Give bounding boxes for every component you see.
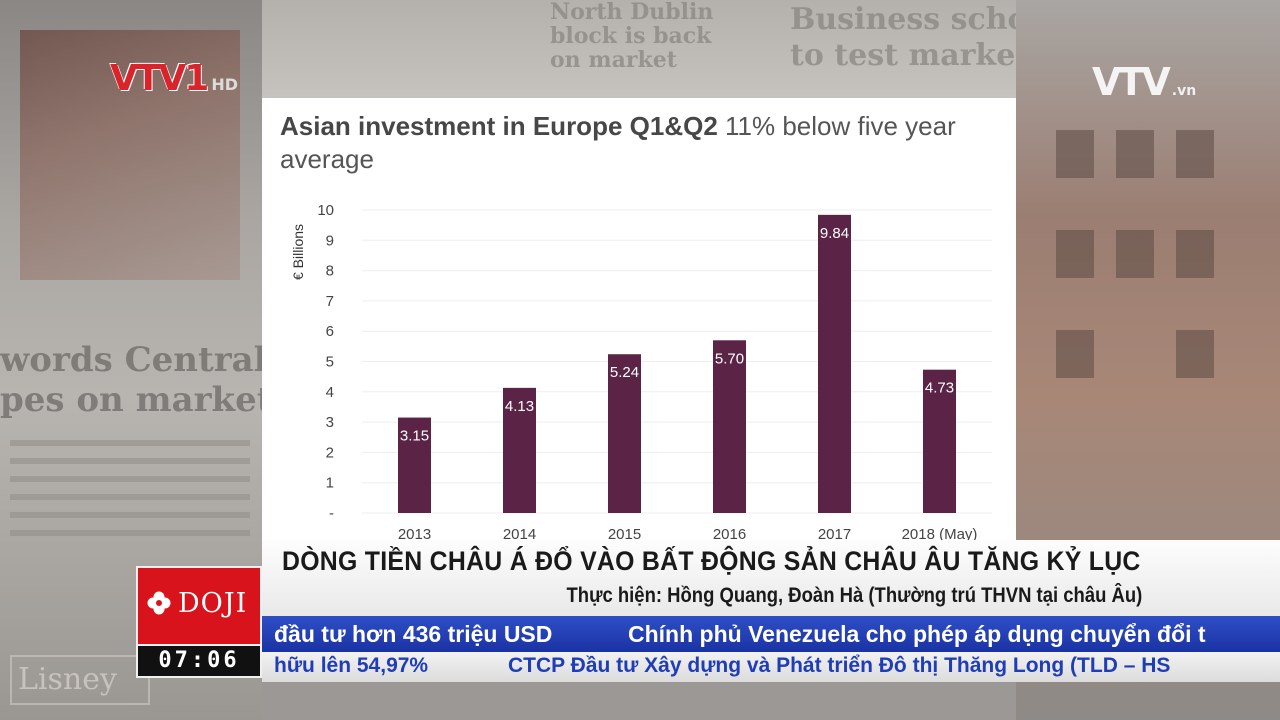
y-tick-label: 5 bbox=[326, 354, 334, 371]
chart-gridlines bbox=[362, 209, 992, 514]
background-building-photo bbox=[20, 30, 240, 280]
x-tick-label: 2014 bbox=[503, 526, 536, 543]
news-ticker-top: đầu tư hơn 436 triệu USD Chính phủ Venez… bbox=[262, 616, 1280, 652]
sponsor-logo-box: DOJI bbox=[136, 566, 262, 646]
x-tick-label: 2013 bbox=[398, 526, 431, 543]
clock-box: 07:06 bbox=[136, 644, 262, 678]
background-headline-top-left: North Dublin block is back on market bbox=[550, 0, 714, 73]
vtv-vn-logo-text: VTV bbox=[1092, 60, 1171, 104]
y-tick-label: 1 bbox=[326, 475, 334, 492]
bar bbox=[503, 387, 536, 513]
vtv1-logo: VTV1 HD bbox=[110, 58, 238, 99]
background-headline-left-2: pes on market f bbox=[0, 380, 299, 420]
chart-panel: Asian investment in Europe Q1&Q2 11% bel… bbox=[262, 98, 1016, 544]
bar bbox=[923, 369, 956, 513]
background-text-line bbox=[10, 512, 250, 518]
x-tick-label: 2017 bbox=[818, 526, 851, 543]
x-tick-label: 2018 (May) bbox=[902, 526, 978, 543]
bar bbox=[608, 354, 641, 513]
ticker-item: Chính phủ Venezuela cho phép áp dụng chu… bbox=[628, 621, 1206, 647]
background-window bbox=[1056, 330, 1094, 378]
background-headline-left: words Central S bbox=[0, 340, 303, 380]
y-tick-label: 3 bbox=[326, 414, 334, 431]
x-tick-label: 2015 bbox=[608, 526, 641, 543]
hd-badge: HD bbox=[211, 75, 238, 94]
y-tick-label: 7 bbox=[326, 293, 334, 310]
y-tick-label: 8 bbox=[326, 263, 334, 280]
chart-bars: 3.15 4.13 5.24 5.70 9.84 4.73 bbox=[398, 214, 956, 513]
x-axis-ticks: 2013 2014 2015 2016 2017 2018 (May) bbox=[398, 526, 978, 543]
sponsor-name: DOJI bbox=[178, 588, 248, 619]
y-tick-label: 6 bbox=[326, 323, 334, 340]
headline-bar: DÒNG TIỀN CHÂU Á ĐỔ VÀO BẤT ĐỘNG SẢN CHÂ… bbox=[262, 540, 1280, 616]
ticker-item: đầu tư hơn 436 triệu USD bbox=[274, 621, 553, 647]
bar bbox=[713, 340, 746, 513]
news-byline: Thực hiện: Hồng Quang, Đoàn Hà (Thường t… bbox=[566, 584, 1142, 607]
y-tick-label: 9 bbox=[326, 232, 334, 249]
y-tick-label: 4 bbox=[326, 384, 334, 401]
x-tick-label: 2016 bbox=[713, 526, 746, 543]
ticker-item: CTCP Đầu tư Xây dựng và Phát triển Đô th… bbox=[508, 654, 1171, 677]
background-text-line bbox=[10, 494, 250, 500]
background-window bbox=[1176, 330, 1214, 378]
chart-title: Asian investment in Europe Q1&Q2 11% bel… bbox=[280, 110, 980, 176]
background-text-line bbox=[10, 476, 250, 482]
background-text-line bbox=[10, 458, 250, 464]
chart-title-rest: 11% below five year average bbox=[280, 111, 956, 174]
background-text-line bbox=[10, 530, 250, 536]
background-window bbox=[1056, 130, 1094, 178]
y-axis-title: € Billions bbox=[290, 224, 306, 280]
vtv-vn-logo: VTV .vn bbox=[1092, 60, 1196, 104]
bar bbox=[818, 214, 851, 513]
bar bbox=[398, 417, 431, 513]
bar-value-label: 4.13 bbox=[505, 398, 534, 415]
news-headline: DÒNG TIỀN CHÂU Á ĐỔ VÀO BẤT ĐỘNG SẢN CHÂ… bbox=[282, 546, 1141, 576]
background-newspaper-left: words Central S pes on market f Lisney bbox=[0, 0, 303, 720]
background-window bbox=[1176, 230, 1214, 278]
background-window bbox=[1176, 130, 1214, 178]
background-newspaper-top: North Dublin block is back on market Bus… bbox=[262, 0, 1210, 98]
clock-time: 07:06 bbox=[158, 648, 240, 673]
bar-chart: - 1 2 3 4 5 6 7 8 9 10 3.15 4.13 5.24 5.70 9.84 4.73 20… bbox=[290, 202, 992, 543]
y-tick-label: - bbox=[329, 505, 334, 522]
chart-title-bold: Asian investment in Europe Q1&Q2 bbox=[280, 111, 718, 141]
vtv-vn-domain: .vn bbox=[1171, 83, 1197, 99]
background-window bbox=[1056, 230, 1094, 278]
ticker-item: hữu lên 54,97% bbox=[274, 654, 429, 677]
background-window bbox=[1116, 130, 1154, 178]
bar-value-label: 5.70 bbox=[715, 350, 744, 367]
bar-value-label: 5.24 bbox=[610, 364, 639, 381]
doji-flower-icon bbox=[147, 591, 171, 615]
background-window bbox=[1116, 230, 1154, 278]
bar-value-label: 9.84 bbox=[820, 225, 849, 242]
bar-value-label: 3.15 bbox=[400, 428, 429, 445]
vtv1-logo-text: VTV1 bbox=[110, 58, 209, 99]
bar-value-label: 4.73 bbox=[925, 380, 954, 397]
y-tick-label: 2 bbox=[326, 444, 334, 461]
y-tick-label: 10 bbox=[317, 202, 334, 219]
background-text-line bbox=[10, 440, 250, 446]
background-sign: Lisney bbox=[10, 655, 150, 705]
news-ticker-bottom: hữu lên 54,97% CTCP Đầu tư Xây dựng và P… bbox=[262, 652, 1280, 682]
y-axis-ticks: - 1 2 3 4 5 6 7 8 9 10 bbox=[317, 202, 334, 522]
